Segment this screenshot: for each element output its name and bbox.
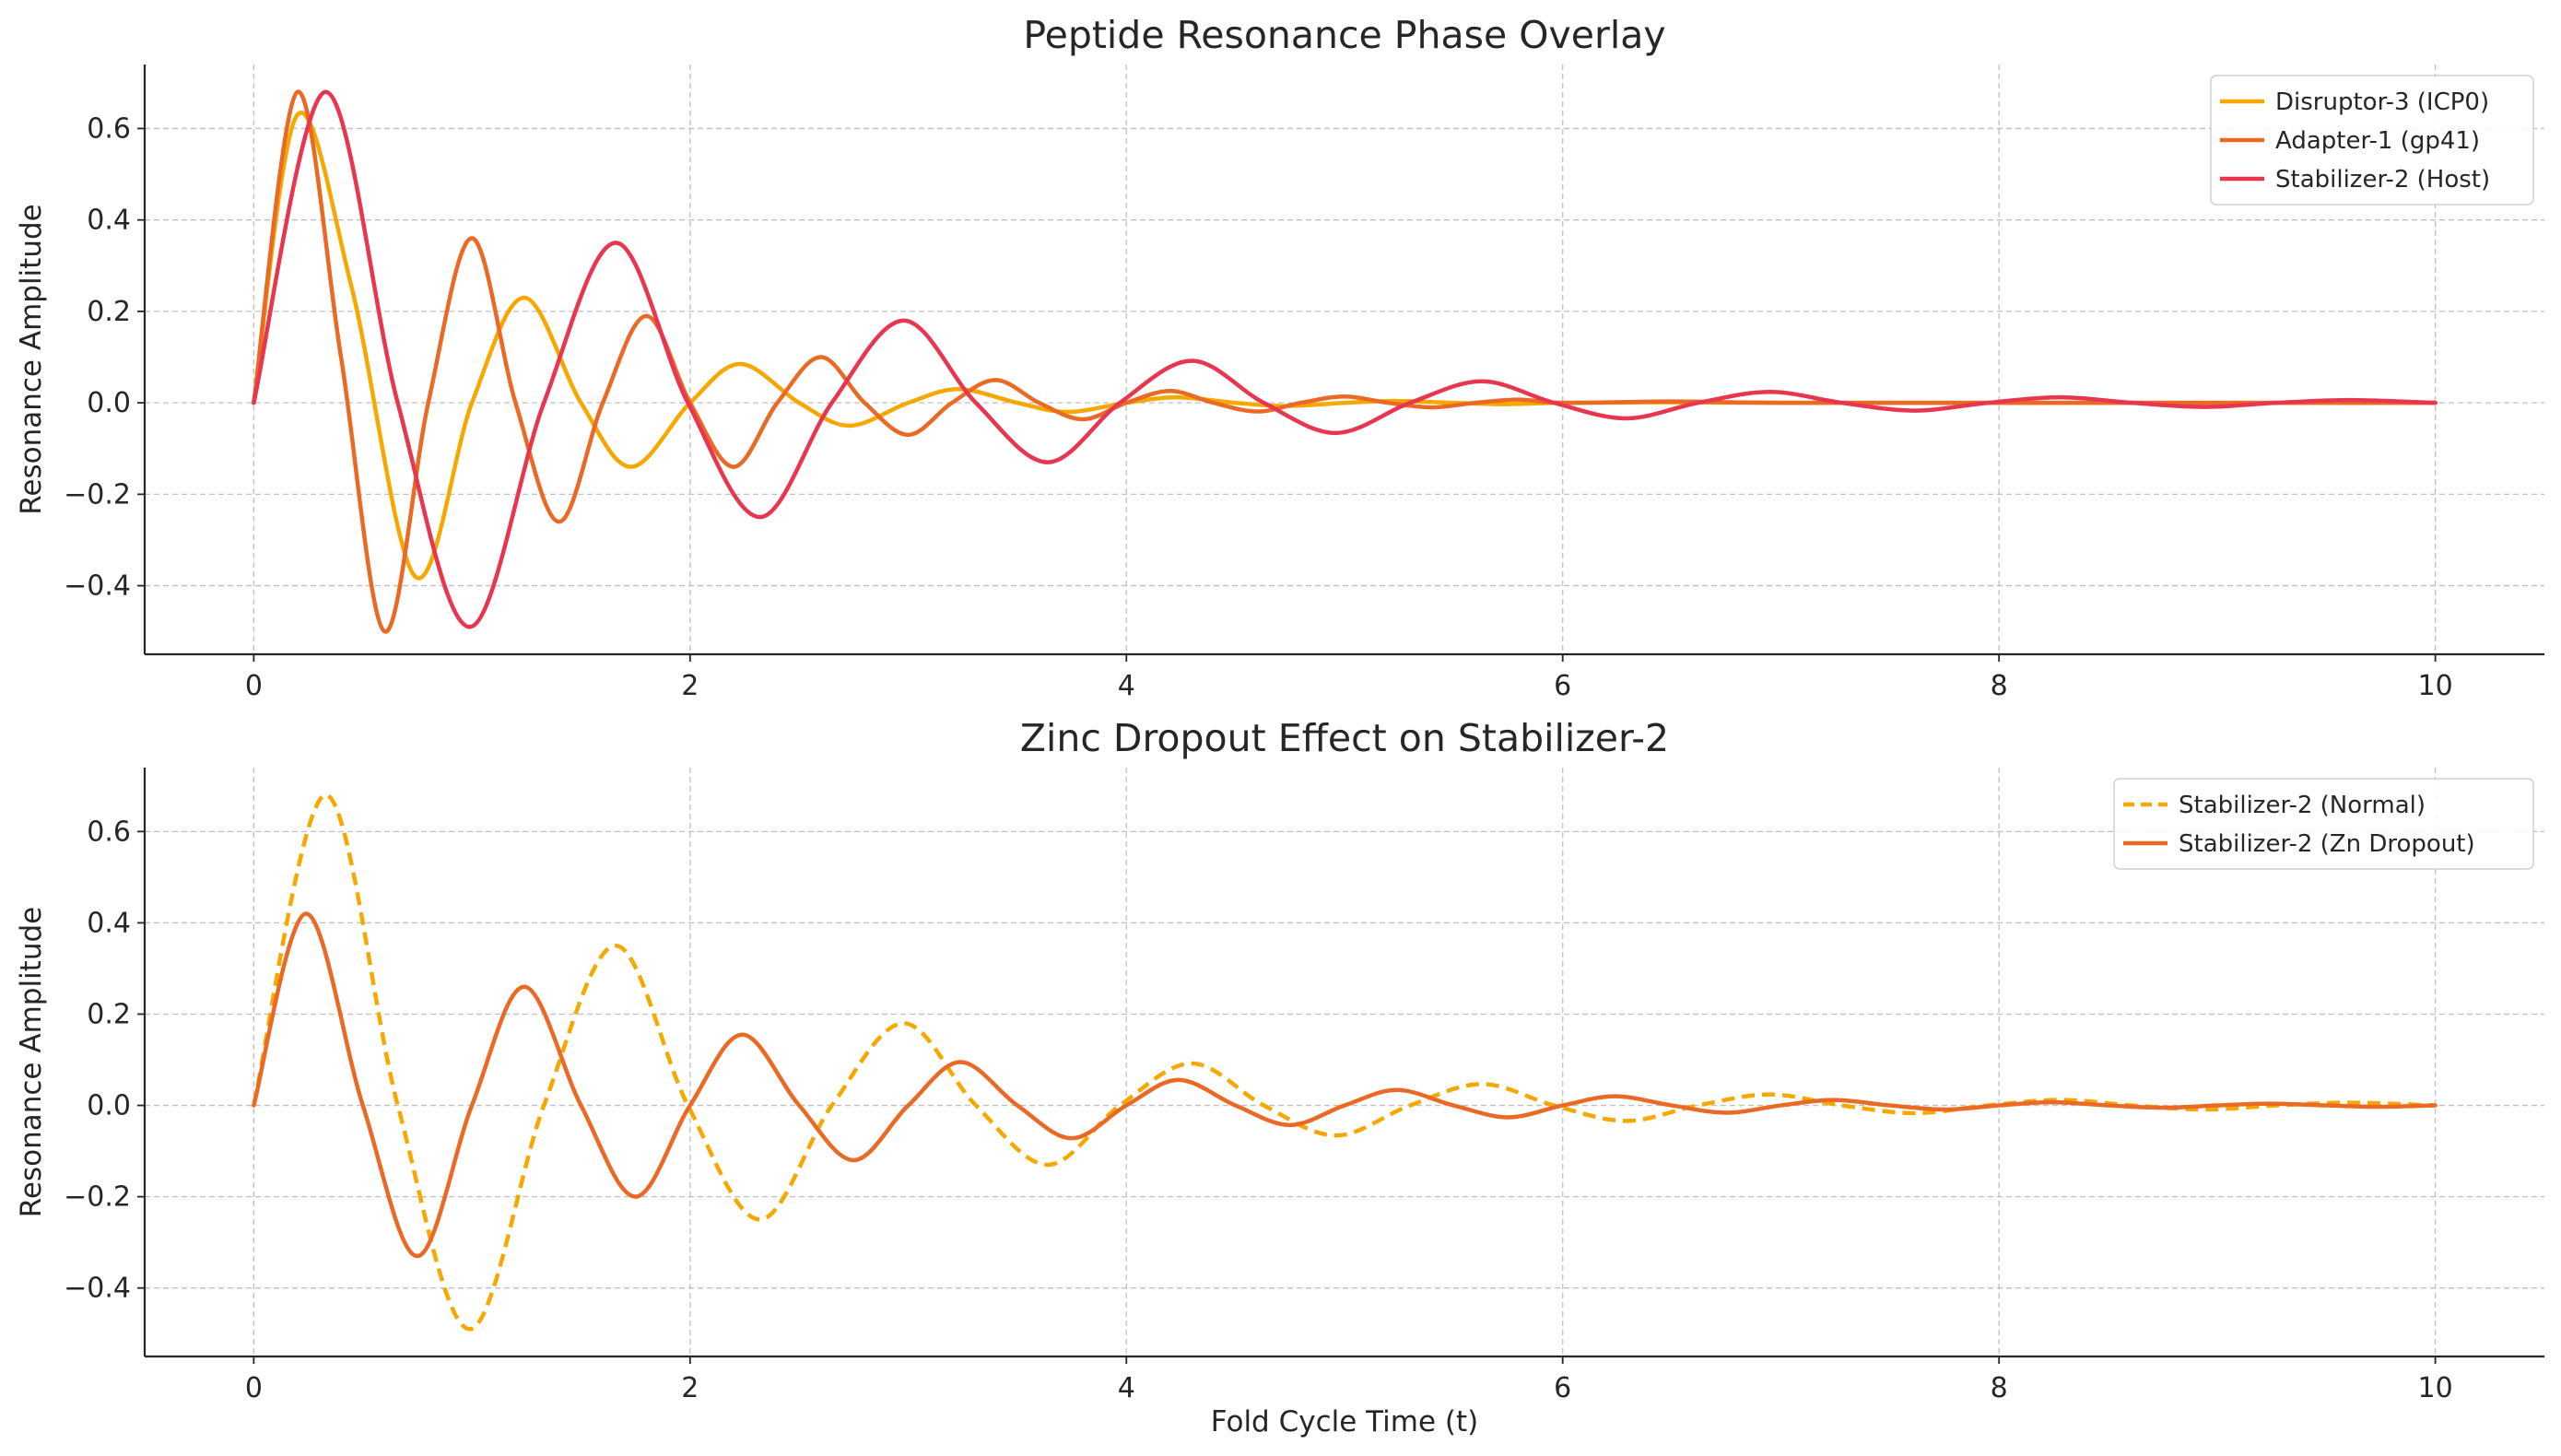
x-tick-label: 2	[681, 670, 699, 702]
legend-label: Stabilizer-2 (Zn Dropout)	[2179, 830, 2475, 858]
x-axis-label: Fold Cycle Time (t)	[1211, 1405, 1478, 1438]
legend-label: Stabilizer-2 (Host)	[2275, 166, 2490, 194]
y-tick-label: −0.4	[64, 570, 131, 603]
x-tick-label: 8	[1991, 670, 2008, 702]
y-tick-label: 0.6	[87, 112, 131, 145]
series-line	[252, 89, 2438, 629]
legend-box	[2113, 778, 2534, 870]
y-tick-label: −0.2	[64, 478, 131, 511]
x-tick-label: 4	[1118, 670, 1135, 702]
series-line	[252, 911, 2438, 1259]
series-line	[252, 89, 2438, 634]
x-tick-label: 2	[681, 1372, 699, 1404]
y-tick-label: 0.0	[87, 1090, 131, 1122]
legend-box	[2210, 75, 2534, 205]
x-tick-label: 10	[2418, 1372, 2453, 1404]
y-axis-label: Resonance Amplitude	[15, 907, 48, 1217]
x-tick-label: 0	[245, 1372, 263, 1404]
legend-label: Adapter-1 (gp41)	[2275, 127, 2480, 155]
chart-title: Peptide Resonance Phase Overlay	[1023, 13, 1665, 57]
legend: Stabilizer-2 (Normal) Stabilizer-2 (Zn Dr…	[2113, 778, 2534, 870]
legend-label: Stabilizer-2 (Normal)	[2179, 792, 2426, 819]
x-tick-label: 8	[1991, 1372, 2008, 1404]
panel-zinc-dropout: Zinc Dropout Effect on Stabilizer-2 Reso…	[15, 716, 2544, 1438]
y-tick-label: 0.2	[87, 296, 131, 328]
y-tick-label: 0.2	[87, 998, 131, 1030]
chart-title: Zinc Dropout Effect on Stabilizer-2	[1020, 716, 1669, 760]
x-tick-label: 4	[1118, 1372, 1135, 1404]
series-line	[252, 111, 2438, 581]
legend-label: Disruptor-3 (ICP0)	[2275, 88, 2489, 116]
y-tick-label: 0.4	[87, 205, 131, 237]
y-tick-label: −0.4	[64, 1273, 131, 1305]
y-tick-label: 0.0	[87, 387, 131, 419]
y-axis-label: Resonance Amplitude	[15, 204, 48, 514]
x-tick-label: 6	[1554, 1372, 1571, 1404]
series-line	[252, 793, 2436, 1332]
y-tick-label: 0.6	[87, 816, 131, 848]
x-tick-label: 10	[2418, 670, 2453, 702]
x-tick-label: 6	[1554, 670, 1571, 702]
y-tick-label: 0.4	[87, 907, 131, 939]
panel-resonance-overlay: Peptide Resonance Phase Overlay Resonanc…	[15, 13, 2544, 702]
legend: Disruptor-3 (ICP0) Adapter-1 (gp41) Stabil…	[2210, 75, 2534, 205]
x-tick-label: 0	[245, 670, 263, 702]
y-tick-label: −0.2	[64, 1181, 131, 1214]
